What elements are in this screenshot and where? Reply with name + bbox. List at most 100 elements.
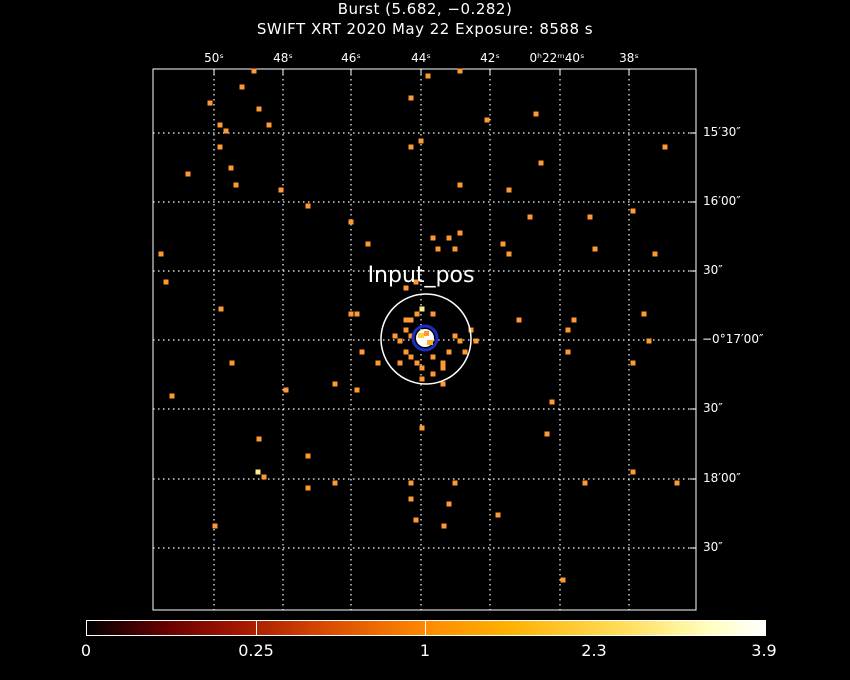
photon-event <box>332 381 338 387</box>
photon-event <box>571 317 577 323</box>
source-core-ring <box>411 324 439 352</box>
photon-event <box>516 317 522 323</box>
photon-event <box>430 235 436 241</box>
photon-event <box>375 360 381 366</box>
photon-event <box>506 187 512 193</box>
photon-event <box>251 68 257 74</box>
bright-photon-event <box>419 306 425 312</box>
photon-event <box>440 381 446 387</box>
bright-photon-event <box>255 469 261 475</box>
photon-event <box>414 311 420 317</box>
ra-tick-label: 44ˢ <box>411 51 431 65</box>
photon-event <box>354 311 360 317</box>
photon-event <box>446 235 452 241</box>
photon-event <box>452 246 458 252</box>
photon-event <box>527 214 533 220</box>
dec-tick-label: −0°17′00″ <box>702 332 764 346</box>
ra-tick-label: 0ʰ22ᵐ40ˢ <box>529 51 585 65</box>
photon-event <box>662 144 668 150</box>
colorbar-label: 2.3 <box>581 641 607 660</box>
source-core-pixel <box>418 333 424 338</box>
photon-event <box>582 480 588 486</box>
colorbar-tick <box>256 621 257 635</box>
photon-event <box>500 241 506 247</box>
photon-event <box>457 230 463 236</box>
dec-tick-label: 18′00″ <box>703 471 741 485</box>
colorbar-label: 3.9 <box>751 641 777 660</box>
dec-tick-label: 30″ <box>703 401 723 415</box>
photon-event <box>408 333 414 339</box>
photon-event <box>239 84 245 90</box>
photon-event <box>549 399 555 405</box>
ra-tick-label: 48ˢ <box>273 51 293 65</box>
photon-event <box>392 333 398 339</box>
photon-event <box>408 480 414 486</box>
photon-event <box>305 453 311 459</box>
dec-tick-label: 15′30″ <box>703 125 741 139</box>
photon-event <box>630 208 636 214</box>
photon-event <box>365 241 371 247</box>
input-pos-label: Input_pos <box>368 263 475 288</box>
photon-event <box>283 387 289 393</box>
photon-event <box>158 251 164 257</box>
photon-event <box>403 349 409 355</box>
photon-event <box>413 517 419 523</box>
dec-tick-label: 16′00″ <box>703 194 741 208</box>
photon-event <box>452 480 458 486</box>
photon-event <box>440 365 446 371</box>
photon-event <box>435 246 441 252</box>
photon-event <box>217 144 223 150</box>
photon-event <box>403 317 409 323</box>
photon-event <box>408 496 414 502</box>
photon-event <box>630 469 636 475</box>
photon-event <box>185 171 191 177</box>
ra-tick-label: 46ˢ <box>341 51 361 65</box>
photon-event <box>440 360 446 366</box>
photon-event <box>533 111 539 117</box>
photon-event <box>256 436 262 442</box>
photon-event <box>229 360 235 366</box>
photon-event <box>163 279 169 285</box>
colorbar-label: 0.25 <box>238 641 274 660</box>
photon-event <box>359 349 365 355</box>
photon-event <box>233 182 239 188</box>
photon-event <box>419 365 425 371</box>
photon-event <box>169 393 175 399</box>
photon-event <box>425 73 431 79</box>
ra-tick-label: 38ˢ <box>619 51 639 65</box>
photon-event <box>652 251 658 257</box>
dec-tick-label: 30″ <box>703 263 723 277</box>
photon-event <box>457 68 463 74</box>
ra-tick-label: 42ˢ <box>480 51 500 65</box>
photon-event <box>207 100 213 106</box>
photon-event <box>446 349 452 355</box>
photon-event <box>305 485 311 491</box>
photon-event <box>462 349 468 355</box>
photon-event <box>430 354 436 360</box>
photon-event <box>332 480 338 486</box>
photon-event <box>565 327 571 333</box>
plot-title: Burst (5.682, −0.282) <box>337 0 513 18</box>
colorbar-label: 1 <box>419 641 431 660</box>
photon-event <box>212 523 218 529</box>
ra-tick-label: 50ˢ <box>204 51 224 65</box>
photon-event <box>419 425 425 431</box>
photon-event <box>430 371 436 377</box>
photon-event <box>418 138 424 144</box>
photon-event <box>430 311 436 317</box>
dec-tick-label: 30″ <box>703 540 723 554</box>
photon-event <box>441 523 447 529</box>
photon-event <box>641 311 647 317</box>
photon-event <box>278 187 284 193</box>
photon-event <box>408 95 414 101</box>
source-core-pixel <box>424 331 429 336</box>
colorbar-label: 0 <box>80 641 92 660</box>
photon-event <box>646 338 652 344</box>
photon-event <box>473 338 479 344</box>
photon-event <box>630 360 636 366</box>
photon-event <box>408 317 414 323</box>
photon-event <box>414 360 420 366</box>
photon-event <box>457 338 463 344</box>
photon-event <box>228 165 234 171</box>
photon-event <box>506 251 512 257</box>
